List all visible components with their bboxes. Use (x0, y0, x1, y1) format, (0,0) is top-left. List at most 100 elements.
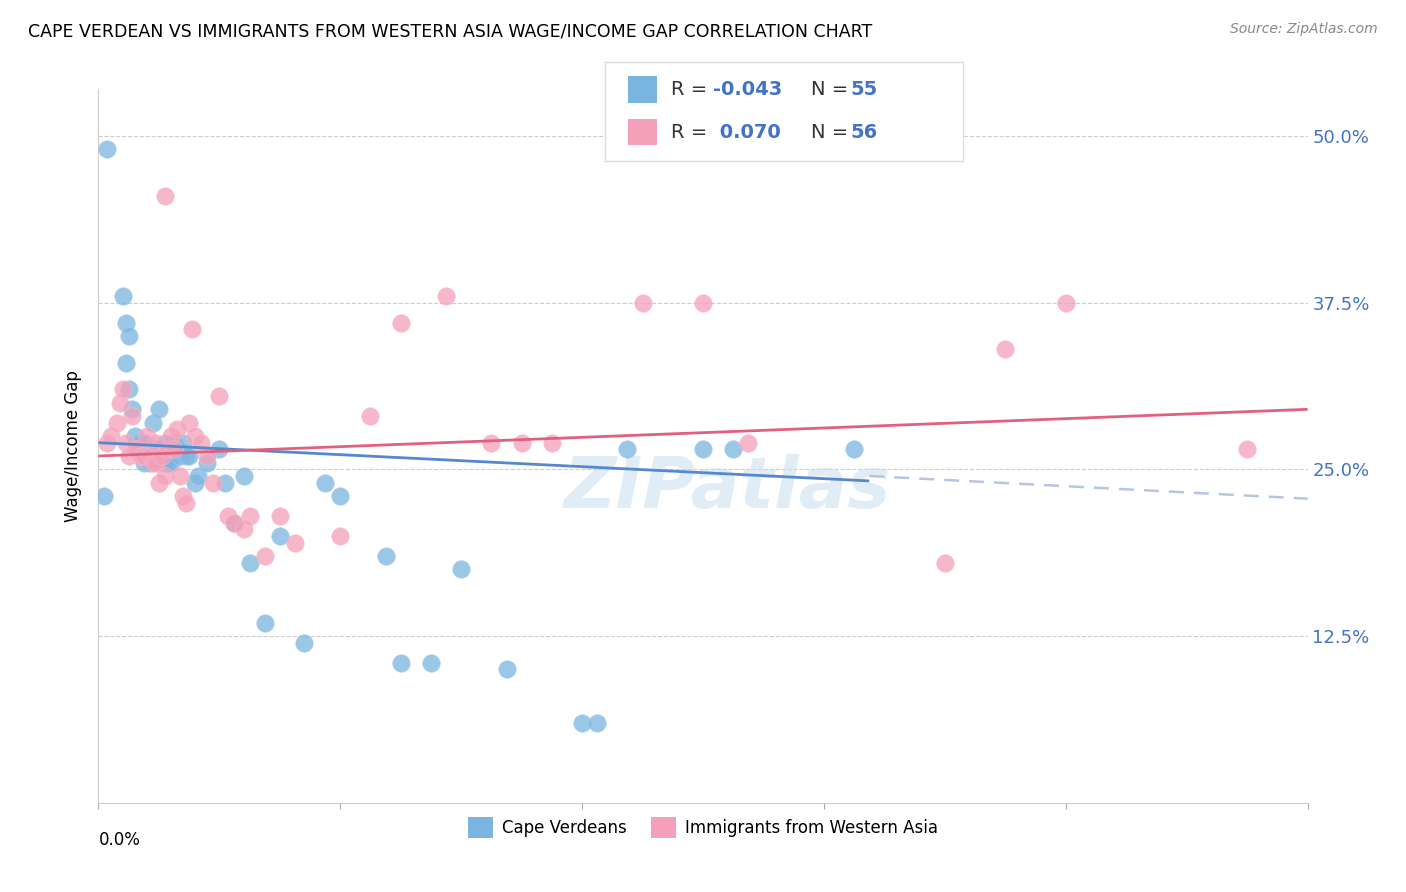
Legend: Cape Verdeans, Immigrants from Western Asia: Cape Verdeans, Immigrants from Western A… (461, 811, 945, 845)
Text: N =: N = (811, 79, 855, 99)
Point (495, 662, 517, 676)
Point (723, 442, 745, 457)
Point (360, 409, 382, 423)
Point (195, 456, 218, 470)
Point (93, 489, 115, 503)
Point (114, 316, 136, 330)
Point (239, 556, 262, 570)
Point (214, 475, 236, 490)
Point (174, 496, 197, 510)
Point (150, 449, 173, 463)
Point (142, 416, 165, 430)
Point (179, 416, 201, 430)
Text: ZIPatlas: ZIPatlas (564, 454, 891, 524)
Point (329, 529, 352, 543)
Point (118, 449, 141, 463)
Point (156, 442, 179, 457)
Point (284, 535, 307, 549)
Point (121, 409, 143, 423)
Point (160, 456, 183, 470)
Point (150, 442, 173, 457)
Point (1054, 295, 1077, 310)
Point (172, 435, 194, 450)
Point (420, 656, 443, 670)
Point (481, 435, 503, 450)
Point (540, 435, 562, 450)
Point (100, 429, 122, 443)
Point (179, 449, 201, 463)
Point (139, 456, 162, 470)
Point (127, 442, 149, 457)
Point (127, 442, 149, 457)
Point (510, 435, 533, 450)
Point (153, 469, 176, 483)
Point (153, 456, 176, 470)
Point (586, 715, 609, 730)
Point (208, 389, 231, 403)
Point (96, 142, 118, 156)
Point (389, 656, 412, 670)
Point (124, 429, 146, 443)
Text: 0.070: 0.070 (713, 122, 780, 142)
Point (121, 402, 143, 417)
Point (187, 469, 209, 483)
Point (292, 636, 315, 650)
Point (994, 343, 1017, 357)
Text: 0.0%: 0.0% (98, 831, 141, 849)
Point (450, 562, 472, 576)
Text: R =: R = (671, 79, 713, 99)
Point (166, 422, 188, 436)
Point (232, 522, 254, 536)
Point (153, 189, 176, 203)
Point (114, 356, 136, 370)
Text: R =: R = (671, 122, 713, 142)
Point (132, 435, 155, 450)
Point (631, 295, 654, 310)
Text: N =: N = (811, 122, 855, 142)
Point (314, 475, 336, 490)
Point (160, 429, 183, 443)
Point (389, 316, 412, 330)
Point (105, 416, 128, 430)
Point (224, 516, 246, 530)
Y-axis label: Wage/Income Gap: Wage/Income Gap (65, 370, 83, 522)
Point (239, 509, 262, 524)
Point (202, 475, 225, 490)
Point (96, 435, 118, 450)
Point (129, 435, 152, 450)
Point (737, 435, 759, 450)
Point (132, 456, 155, 470)
Point (124, 442, 146, 457)
Point (269, 509, 291, 524)
Point (329, 489, 352, 503)
Point (571, 715, 593, 730)
Point (118, 382, 141, 396)
Point (934, 556, 956, 570)
Text: -0.043: -0.043 (713, 79, 782, 99)
Point (135, 449, 157, 463)
Point (129, 449, 152, 463)
Point (148, 402, 170, 417)
Point (118, 329, 141, 343)
Point (190, 435, 212, 450)
Point (145, 435, 167, 450)
Text: 55: 55 (851, 79, 877, 99)
Point (145, 442, 167, 457)
Point (108, 395, 131, 409)
Text: Source: ZipAtlas.com: Source: ZipAtlas.com (1230, 22, 1378, 37)
Point (114, 435, 136, 450)
Point (156, 456, 179, 470)
Point (181, 322, 204, 336)
Point (153, 435, 176, 450)
Point (232, 469, 254, 483)
Point (374, 549, 396, 563)
Point (132, 449, 155, 463)
Point (169, 469, 191, 483)
Point (174, 449, 197, 463)
Point (844, 442, 866, 457)
Point (269, 529, 291, 543)
Point (1236, 442, 1258, 457)
Point (139, 449, 162, 463)
Point (142, 456, 165, 470)
Point (208, 442, 231, 457)
